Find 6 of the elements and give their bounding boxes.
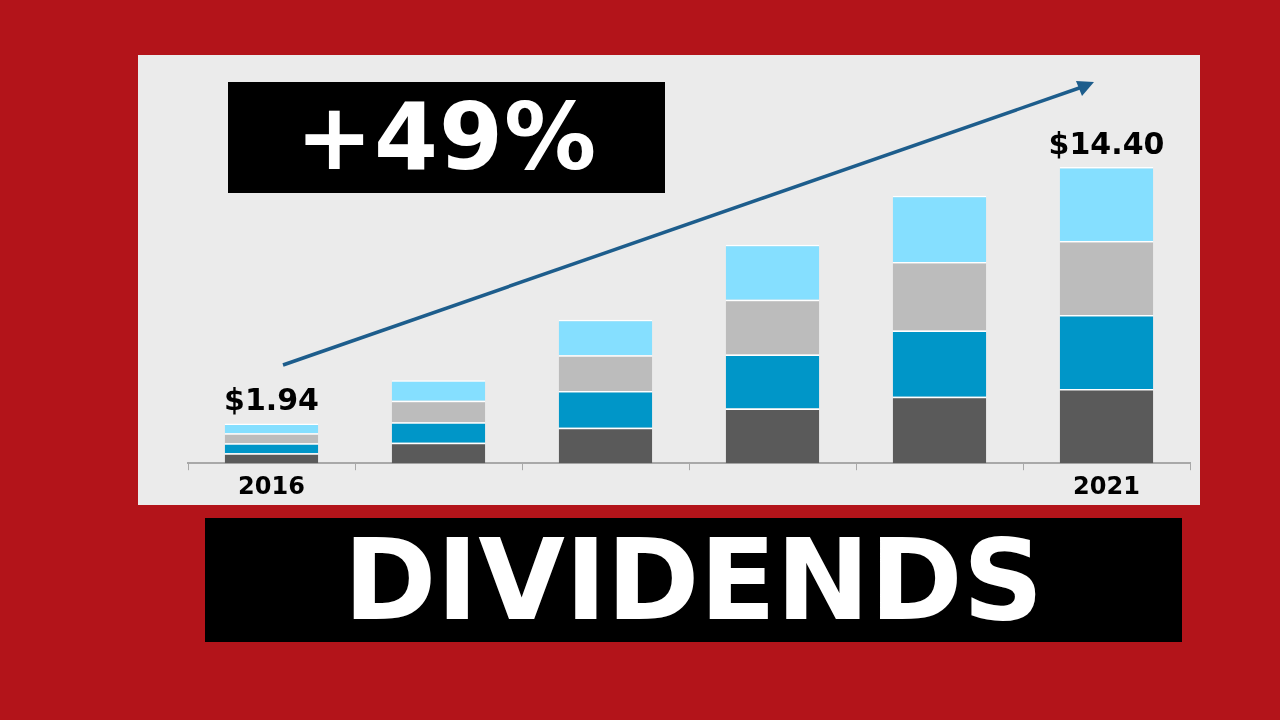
text: DIVIDENDS	[205, 515, 1182, 645]
annotation: $1.94	[224, 382, 319, 418]
x-tick-label: 2016	[238, 471, 305, 500]
annotation: $14.40	[1048, 125, 1165, 161]
x-tick-label: 2021	[1073, 471, 1140, 500]
annotation: +49%	[228, 82, 665, 193]
